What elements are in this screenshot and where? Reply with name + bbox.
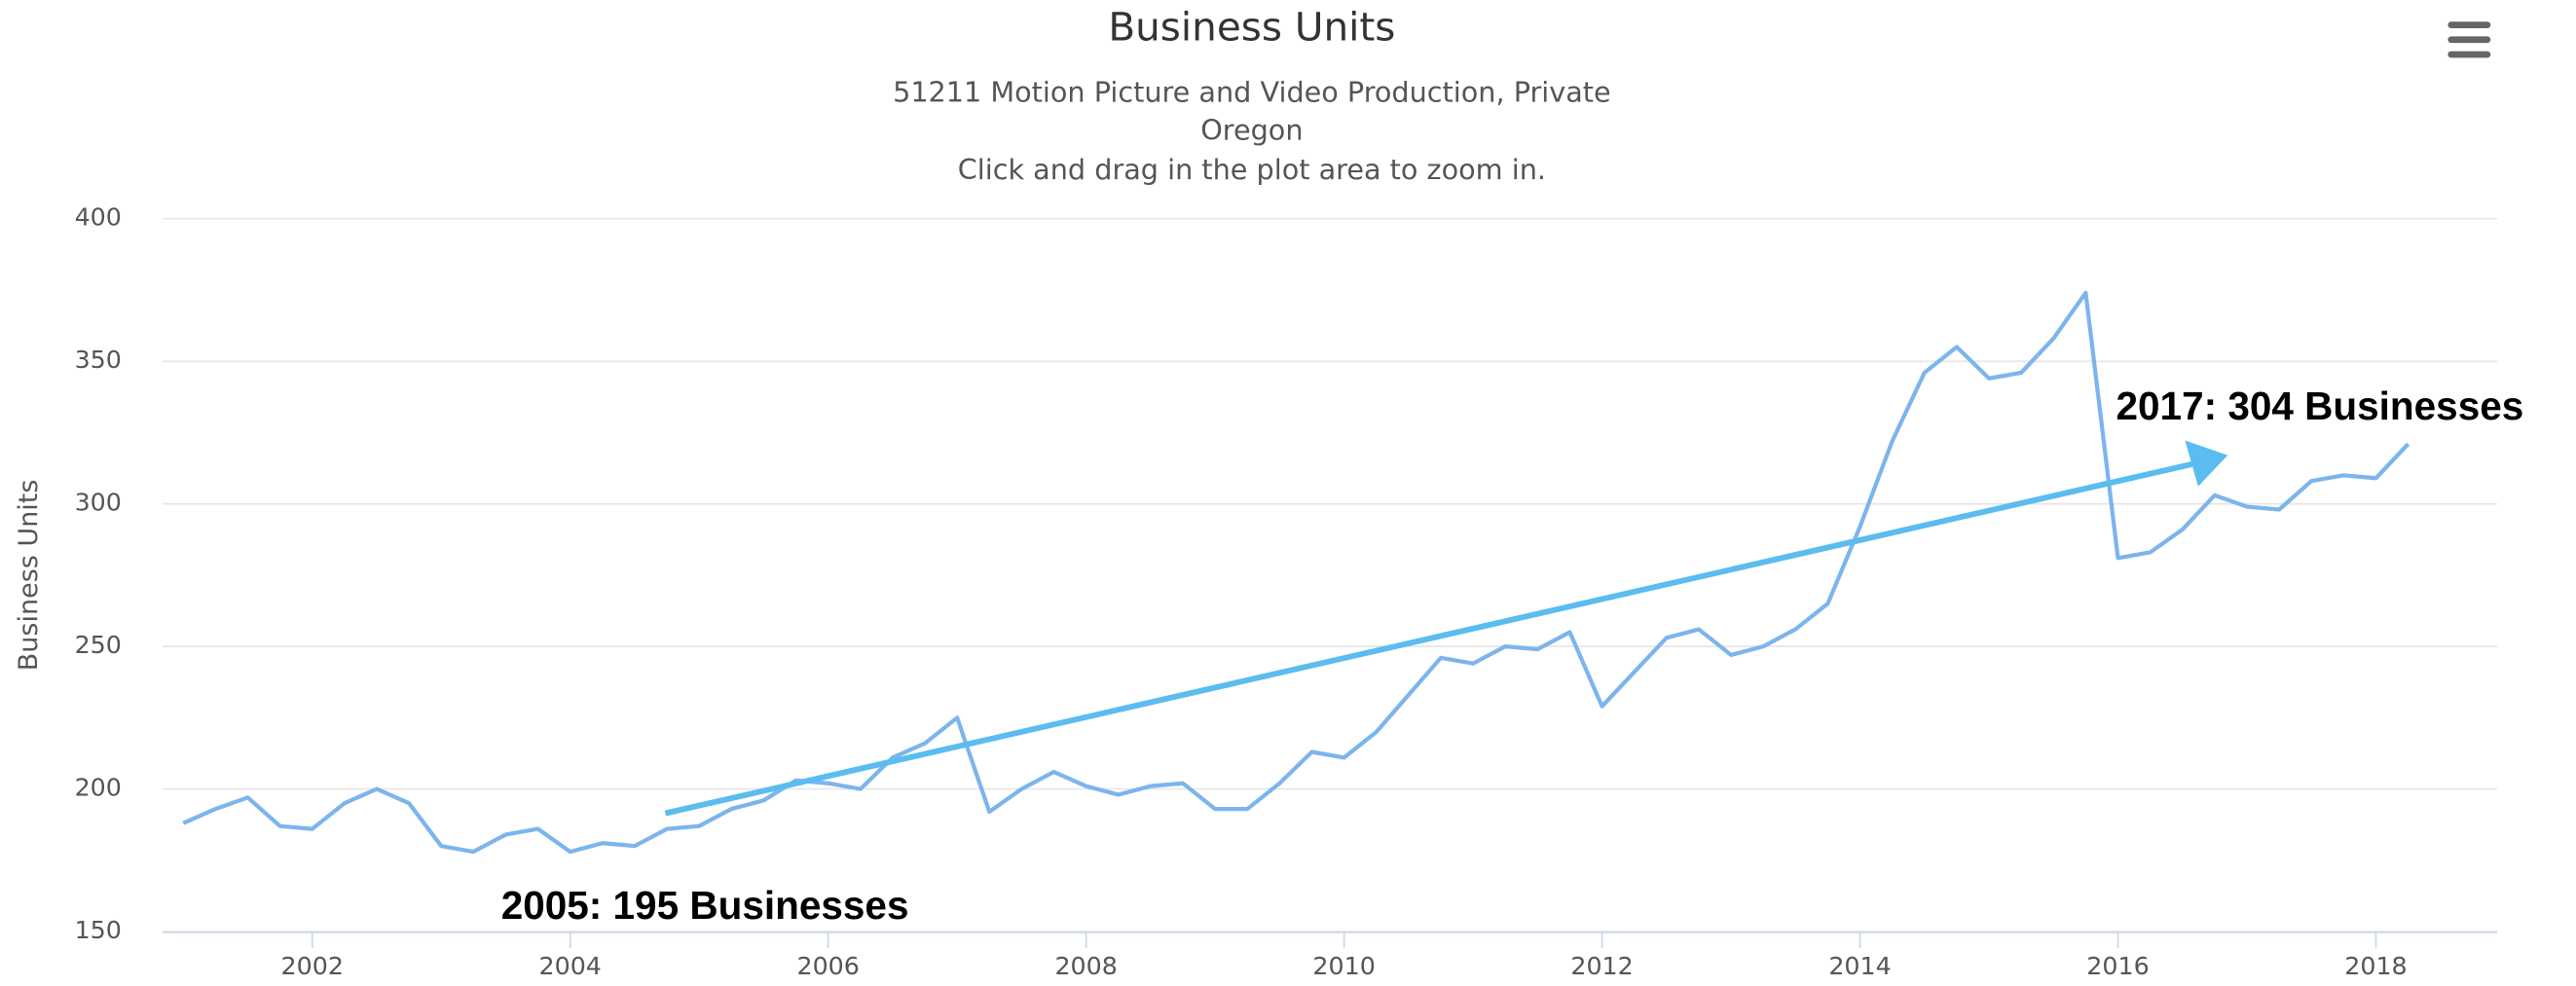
trend-arrow	[664, 440, 2228, 817]
x-tick-label: 2016	[2086, 952, 2149, 980]
x-tick-label: 2010	[1312, 952, 1375, 980]
menu-bar	[2447, 51, 2491, 58]
y-tick-label: 150	[75, 916, 122, 944]
x-tick-label: 2002	[281, 952, 344, 980]
plot-area: 150 200 250 300 350 400 2002 2004 2006 2008 2010 20…	[75, 203, 2497, 980]
y-tick-label: 200	[75, 774, 122, 802]
x-tick-label: 2012	[1570, 952, 1633, 980]
y-tick-label: 400	[75, 203, 122, 232]
annotation: 2017: 304 Businesses	[2116, 383, 2524, 428]
x-tick-label: 2014	[1828, 952, 1891, 980]
data-line	[182, 290, 2410, 855]
x-tick-label: 2006	[796, 952, 859, 980]
y-tick-label: 250	[75, 631, 122, 659]
arrow-head	[2185, 440, 2228, 487]
menu-bar	[2447, 36, 2491, 44]
menu-bar	[2447, 21, 2491, 28]
x-tick-label: 2018	[2344, 952, 2407, 980]
chart-subtitle: Oregon	[1200, 113, 1303, 146]
annotation: 2005: 195 Businesses	[501, 883, 909, 928]
arrow-shaft	[664, 456, 2211, 817]
menu-button[interactable]	[2447, 21, 2491, 58]
y-axis-title: Business Units	[14, 480, 44, 672]
y-tick-label: 300	[75, 489, 122, 517]
x-tick-label: 2004	[539, 952, 602, 980]
chart-subtitle: 51211 Motion Picture and Video Productio…	[893, 75, 1611, 108]
chart-subtitle: Click and drag in the plot area to zoom …	[958, 153, 1546, 186]
chart-title: Business Units	[1108, 4, 1395, 51]
x-tick-label: 2008	[1054, 952, 1117, 980]
y-tick-label: 350	[75, 346, 122, 374]
